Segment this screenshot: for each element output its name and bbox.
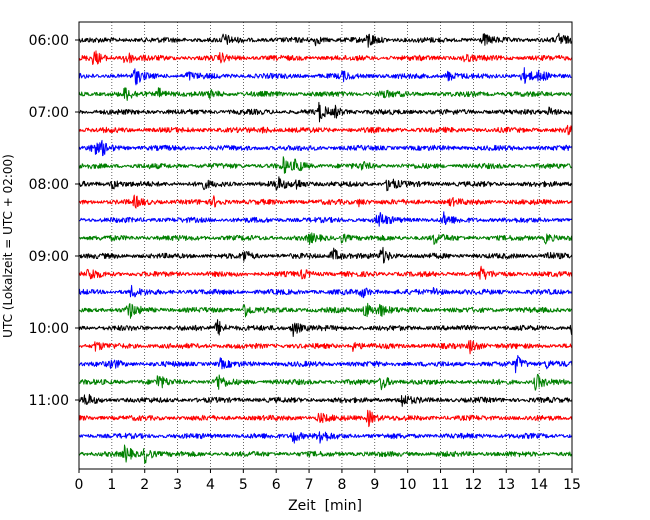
trace-1145: [78, 444, 573, 464]
trace-0730: [78, 139, 573, 157]
x-tick-label: 10: [399, 477, 417, 493]
trace-1100: [78, 393, 573, 407]
x-tick-label: 11: [432, 477, 450, 493]
grid-lines: [111, 22, 540, 469]
x-tick-label: 5: [239, 477, 248, 493]
y-axis: 06:00 07:00 08:00 09:00 10:00 11:00: [29, 33, 79, 409]
x-tick-label: 12: [464, 477, 482, 493]
trace-1000: [78, 319, 573, 337]
x-tick-label: 0: [75, 477, 84, 493]
trace-1115: [78, 409, 573, 428]
trace-1045: [78, 373, 573, 391]
x-tick-label: 6: [272, 477, 281, 493]
y-tick-label: 10:00: [29, 321, 69, 337]
trace-0645: [78, 87, 573, 101]
trace-0930: [78, 284, 573, 299]
y-tick-label: 07:00: [29, 105, 69, 121]
trace-1130: [78, 431, 573, 444]
x-tick-label: 7: [305, 477, 314, 493]
y-tick-label: 09:00: [29, 249, 69, 265]
y-axis-label: UTC (Lokalzeit = UTC + 02:00): [1, 154, 15, 338]
trace-0630: [78, 67, 573, 86]
x-axis-label: Zeit [min]: [288, 498, 362, 514]
y-tick-label: 08:00: [29, 177, 69, 193]
x-tick-label: 15: [563, 477, 581, 493]
x-tick-label: 4: [206, 477, 215, 493]
trace-0800: [78, 176, 573, 192]
trace-0900: [78, 246, 573, 264]
y-tick-label: 06:00: [29, 33, 69, 49]
trace-0915: [78, 265, 573, 280]
trace-0745: [78, 156, 573, 174]
trace-0600: [78, 32, 573, 48]
x-tick-label: 8: [337, 477, 346, 493]
x-tick-label: 3: [173, 477, 182, 493]
trace-0830: [78, 211, 573, 227]
x-tick-label: 14: [530, 477, 548, 493]
x-tick-label: 13: [497, 477, 515, 493]
x-tick-label: 9: [370, 477, 379, 493]
trace-1030: [78, 355, 573, 374]
trace-0815: [78, 194, 573, 209]
trace-0700: [78, 101, 573, 123]
trace-0715: [79, 124, 573, 136]
x-tick-label: 1: [107, 477, 116, 493]
trace-0615: [78, 50, 573, 65]
x-tick-label: 2: [140, 477, 149, 493]
trace-0945: [78, 302, 573, 319]
y-tick-label: 11:00: [29, 393, 69, 409]
x-axis: 0 1 2 3 4 5 6 7 8 9 10 11 12 13 14 15: [75, 469, 581, 493]
plot-frame: [78, 21, 573, 470]
seismic-traces: [78, 32, 573, 464]
trace-1015: [78, 339, 573, 355]
trace-0845: [78, 232, 573, 245]
